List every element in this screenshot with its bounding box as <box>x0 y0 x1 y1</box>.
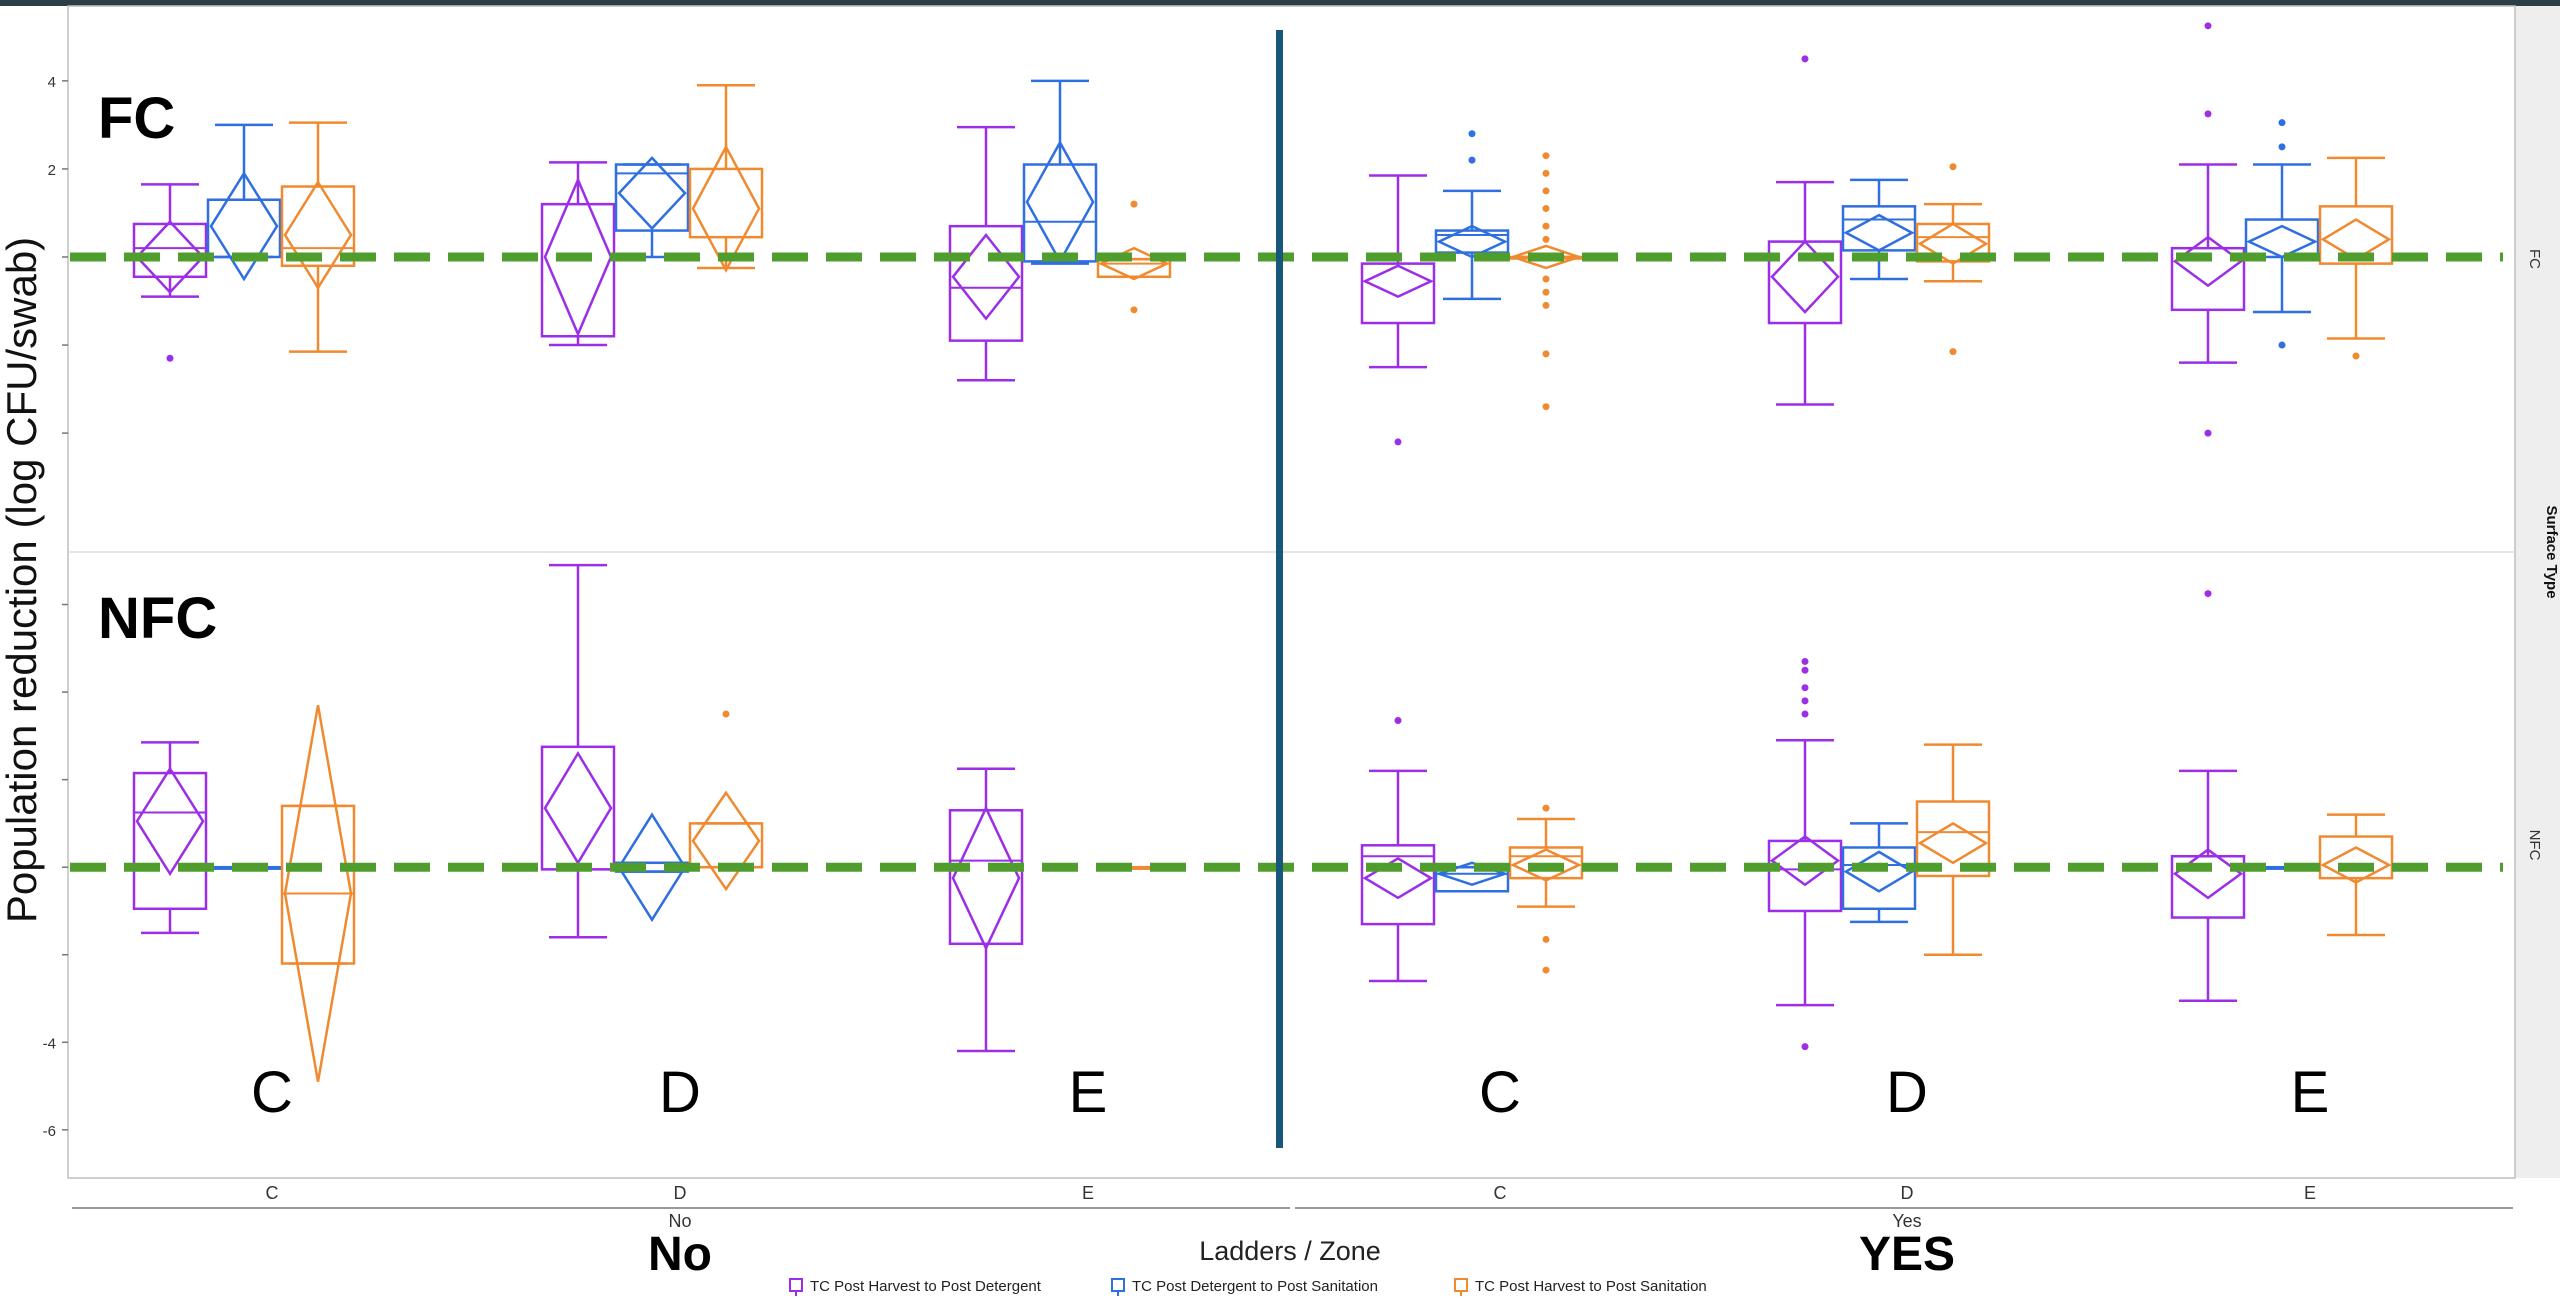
zone-big-label-1: D <box>659 1060 701 1125</box>
box-fc-z5-s1-outlier-2 <box>2279 342 2286 349</box>
y-tick-label: -4 <box>43 1035 56 1052</box>
box-nfc-z0-s0-mean-diamond <box>137 769 203 874</box>
facet-title: Surface Type <box>2543 505 2560 598</box>
box-nfc-z3-s0-outlier-0 <box>1395 717 1402 724</box>
box-fc-z3-s2-outlier-0 <box>1543 152 1550 159</box>
group-big-label-no: No <box>648 1228 712 1281</box>
y-tick-label: 4 <box>48 74 56 91</box>
box-nfc-z4-s0-outlier-4 <box>1802 710 1809 717</box>
box-nfc-z4-s0-outlier-5 <box>1802 1043 1809 1050</box>
legend-swatch-0 <box>790 1279 802 1291</box>
x-tick-label-5: E <box>2304 1183 2316 1203</box>
box-nfc-z4-s0-outlier-2 <box>1802 684 1809 691</box>
box-fc-z3-s2-outlier-2 <box>1543 187 1550 194</box>
box-fc-z3-s1-outlier-1 <box>1469 157 1476 164</box>
box-nfc-z0-s0-iqr <box>134 773 206 909</box>
box-nfc-z4-s0-outlier-1 <box>1802 667 1809 674</box>
box-nfc-z3-s2-outlier-2 <box>1543 967 1550 974</box>
row-label-nfc: NFC <box>98 586 217 651</box>
box-fc-z3-s2-outlier-3 <box>1543 205 1550 212</box>
x-tick-label-1: D <box>674 1183 687 1203</box>
y-axis-label: Population reduction (log CFU/swab) <box>0 237 45 923</box>
box-nfc-z4-s0-outlier-0 <box>1802 658 1809 665</box>
legend-swatch-2 <box>1455 1279 1467 1291</box>
legend-label-1: TC Post Detergent to Post Sanitation <box>1132 1278 1378 1295</box>
box-fc-z3-s2-outlier-8 <box>1543 302 1550 309</box>
box-fc-z3-s1-outlier-0 <box>1469 130 1476 137</box>
box-fc-z0-s1-iqr <box>208 200 280 257</box>
box-fc-z5-s1-outlier-0 <box>2279 119 2286 126</box>
box-nfc-z3-s2-outlier-1 <box>1543 936 1550 943</box>
box-fc-z5-s0-outlier-1 <box>2205 110 2212 117</box>
box-nfc-z5-s0-outlier-0 <box>2205 590 2212 597</box>
box-nfc-z4-s0-outlier-3 <box>1802 697 1809 704</box>
box-nfc-z4-s1-iqr <box>1843 847 1915 908</box>
box-fc-z2-s2-outlier-0 <box>1131 201 1138 208</box>
box-fc-z1-s2-iqr <box>690 169 762 237</box>
box-fc-z3-s2-outlier-6 <box>1543 276 1550 283</box>
box-fc-z5-s2-outlier-0 <box>2353 353 2360 360</box>
box-fc-z2-s0-mean-diamond <box>953 235 1019 319</box>
box-fc-z2-s0-iqr <box>950 226 1022 340</box>
box-fc-z5-s1-mean-diamond <box>2249 226 2315 257</box>
box-nfc-z3-s2-outlier-0 <box>1543 805 1550 812</box>
box-fc-z3-s2-outlier-7 <box>1543 289 1550 296</box>
x-axis-label: Ladders / Zone <box>1199 1236 1381 1266</box>
box-fc-z1-s1-iqr <box>616 165 688 231</box>
box-nfc-z1-s0-iqr <box>542 747 614 870</box>
box-fc-z3-s2-outlier-5 <box>1543 236 1550 243</box>
box-fc-z3-s2-outlier-1 <box>1543 170 1550 177</box>
facet-label-fc: FC <box>2526 249 2543 269</box>
group-divider <box>1276 30 1283 1148</box>
box-fc-z2-s1-iqr <box>1024 165 1096 262</box>
box-nfc-z4-s2-mean-diamond <box>1920 823 1986 862</box>
zone-big-label-5: E <box>2291 1060 2330 1125</box>
group-big-label-yes: YES <box>1859 1228 1955 1281</box>
box-fc-z3-s2-outlier-9 <box>1543 350 1550 357</box>
box-nfc-z1-s2-mean-diamond <box>693 793 759 889</box>
zone-big-label-4: D <box>1886 1060 1928 1125</box>
y-tick-label: -6 <box>43 1123 56 1140</box>
box-nfc-z4-s0-iqr <box>1769 841 1841 911</box>
x-tick-label-3: C <box>1494 1183 1507 1203</box>
box-nfc-z5-s2-iqr <box>2320 837 2392 879</box>
box-fc-z1-s1-mean-diamond <box>619 158 685 228</box>
legend-label-2: TC Post Harvest to Post Sanitation <box>1475 1278 1707 1295</box>
plot-frame <box>68 6 2515 1178</box>
facet-label-nfc: NFC <box>2526 830 2543 861</box>
box-fc-z1-s0-iqr <box>542 204 614 336</box>
box-fc-z3-s0-outlier-0 <box>1395 438 1402 445</box>
box-nfc-z1-s0-mean-diamond <box>545 753 611 862</box>
box-fc-z5-s0-outlier-0 <box>2205 22 2212 29</box>
box-fc-z3-s0-iqr <box>1362 264 1434 323</box>
zone-big-label-3: C <box>1479 1060 1521 1125</box>
box-fc-z4-s2-outlier-0 <box>1950 163 1957 170</box>
box-fc-z2-s2-outlier-1 <box>1131 306 1138 313</box>
box-fc-z5-s0-outlier-2 <box>2205 430 2212 437</box>
legend-label-0: TC Post Harvest to Post Detergent <box>810 1278 1042 1295</box>
y-tick-label: 2 <box>48 162 56 179</box>
x-tick-label-2: E <box>1082 1183 1094 1203</box>
row-label-fc: FC <box>98 86 175 151</box>
box-fc-z3-s0-mean-diamond <box>1365 266 1431 297</box>
box-fc-z0-s0-outlier-0 <box>167 355 174 362</box>
x-tick-label-0: C <box>266 1183 279 1203</box>
box-nfc-z2-s0-mean-diamond <box>953 808 1019 948</box>
box-fc-z3-s2-outlier-10 <box>1543 403 1550 410</box>
box-fc-z5-s1-outlier-1 <box>2279 143 2286 150</box>
box-fc-z3-s1-iqr <box>1436 231 1508 253</box>
legend-swatch-1 <box>1112 1279 1124 1291</box>
box-nfc-z1-s2-outlier-0 <box>723 710 730 717</box>
x-tick-label-4: D <box>1901 1183 1914 1203</box>
box-nfc-z4-s0-mean-diamond <box>1772 837 1838 885</box>
top-bar <box>0 0 2560 6</box>
box-fc-z4-s0-mean-diamond <box>1772 242 1838 312</box>
box-fc-z3-s2-outlier-4 <box>1543 223 1550 230</box>
box-nfc-z2-s0-iqr <box>950 810 1022 944</box>
zone-big-label-0: C <box>251 1060 293 1125</box>
box-fc-z4-s0-outlier-0 <box>1802 55 1809 62</box>
zone-big-label-2: E <box>1069 1060 1108 1125</box>
box-fc-z4-s2-outlier-1 <box>1950 348 1957 355</box>
